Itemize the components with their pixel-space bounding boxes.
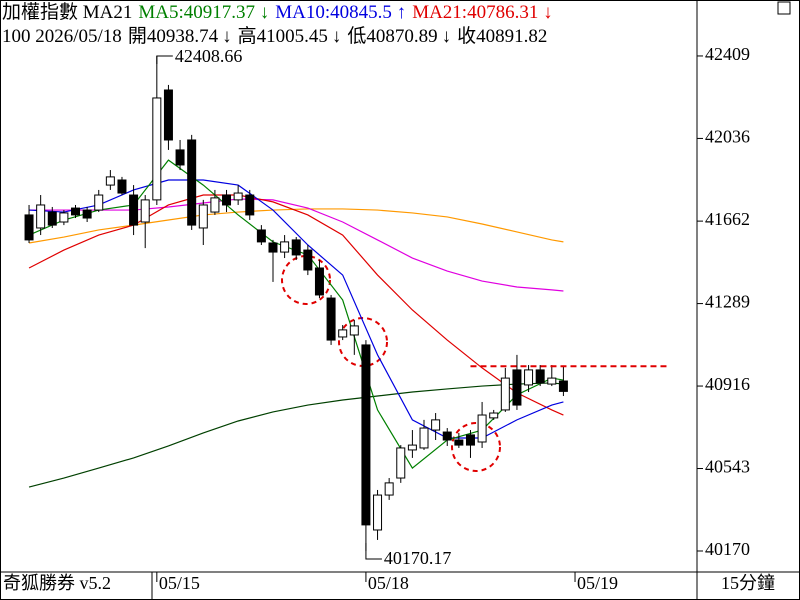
low-label: 40170.17 (384, 548, 452, 568)
candle-body (140, 199, 150, 223)
candle-body (558, 380, 568, 392)
ma-line (28, 382, 564, 488)
candle-body (431, 419, 441, 431)
candle-body (163, 89, 173, 141)
candle-body (465, 434, 475, 446)
candle-body (512, 369, 522, 406)
candle-body (547, 377, 557, 385)
annotation-line (365, 542, 382, 560)
period-label[interactable]: 15分鐘 (721, 573, 775, 593)
info-line: 100 2026/05/18 開40938.74 ↓ 高41005.45 ↓ 低40870… (2, 26, 553, 48)
candle-body (303, 249, 313, 271)
candle-body (361, 344, 371, 526)
info-arrow: ↓ (222, 26, 232, 47)
info-value: 41005.45 (256, 26, 328, 47)
candle-body (175, 149, 185, 166)
candle-body (291, 239, 301, 256)
header-item: MA10:40845.5 ↑ (275, 2, 407, 23)
candle-body (500, 377, 510, 411)
y-tick-label: 41662 (705, 209, 750, 229)
candle-body (256, 229, 266, 243)
annotation-line (156, 55, 173, 65)
x-tick-label: 05/18 (368, 573, 409, 593)
info-arrow: ↓ (331, 26, 342, 47)
candle-body (477, 414, 487, 443)
info-label: 收 (457, 26, 477, 47)
info-arrow: ↓ (441, 26, 452, 47)
ma-line (28, 194, 564, 416)
candle-body (210, 197, 220, 213)
candle-body (59, 212, 69, 223)
info-value: 40891.82 (476, 26, 548, 47)
candle-body (198, 204, 208, 229)
app-label: 奇狐勝券 v5.2 (3, 573, 111, 593)
candle-body (36, 204, 46, 229)
candle-body (338, 329, 348, 338)
candle-body (47, 211, 57, 226)
candle-body (233, 192, 243, 201)
candle-body (152, 97, 162, 201)
info-value: 40938.74 (146, 26, 219, 47)
window-button[interactable] (777, 1, 791, 15)
candle-body (280, 241, 290, 253)
info-value: 40870.89 (366, 26, 438, 47)
candle-body (105, 176, 115, 186)
candle-body (94, 194, 104, 211)
x-tick-label: 05/15 (159, 573, 200, 593)
candle-body (373, 494, 383, 531)
candle-body (396, 447, 406, 479)
candle-body (187, 139, 197, 226)
candle-body (442, 431, 452, 441)
candle-body (454, 439, 464, 446)
info-prefix: 100 2026/05/18 (2, 26, 122, 47)
y-tick-label: 40543 (705, 457, 750, 477)
info-label: 高 (237, 26, 257, 47)
info-label: 低 (347, 26, 367, 47)
highlight-circle (451, 422, 501, 472)
candle-body (245, 194, 255, 216)
candle-body (129, 194, 139, 226)
header-item: MA5:40917.37 ↓ (138, 2, 270, 23)
candle-body (489, 412, 499, 419)
candle-body (407, 444, 417, 451)
info-label: 開 (127, 26, 147, 47)
candle-body (71, 207, 81, 216)
y-tick-label: 40170 (705, 539, 750, 559)
y-tick-label: 42409 (705, 44, 750, 64)
ma-line (28, 208, 564, 244)
high-label: 42408.66 (175, 46, 243, 66)
candle-body (326, 297, 336, 341)
candle-body (419, 427, 429, 449)
candle-body (349, 325, 359, 336)
candle-body (314, 267, 324, 296)
candle-body (268, 242, 278, 253)
y-tick-label: 42036 (705, 127, 750, 147)
header-item: 加權指數 MA21 (2, 2, 133, 23)
x-tick-label: 05/19 (577, 573, 618, 593)
candle-body (117, 179, 127, 194)
y-tick-label: 41289 (705, 292, 750, 312)
candle-body (222, 194, 232, 206)
header-line: 加權指數 MA21 MA5:40917.37 ↓ MA10:40845.5 ↑ MA2… (2, 2, 559, 24)
candle-body (524, 369, 534, 386)
candle-body (384, 482, 394, 496)
candle-body (82, 209, 92, 219)
ma-line (29, 198, 564, 292)
y-tick-label: 40916 (705, 374, 750, 394)
header-item: MA21:40786.31 ↓ (412, 2, 553, 23)
candle-body (24, 214, 34, 241)
candle-body (535, 369, 545, 384)
